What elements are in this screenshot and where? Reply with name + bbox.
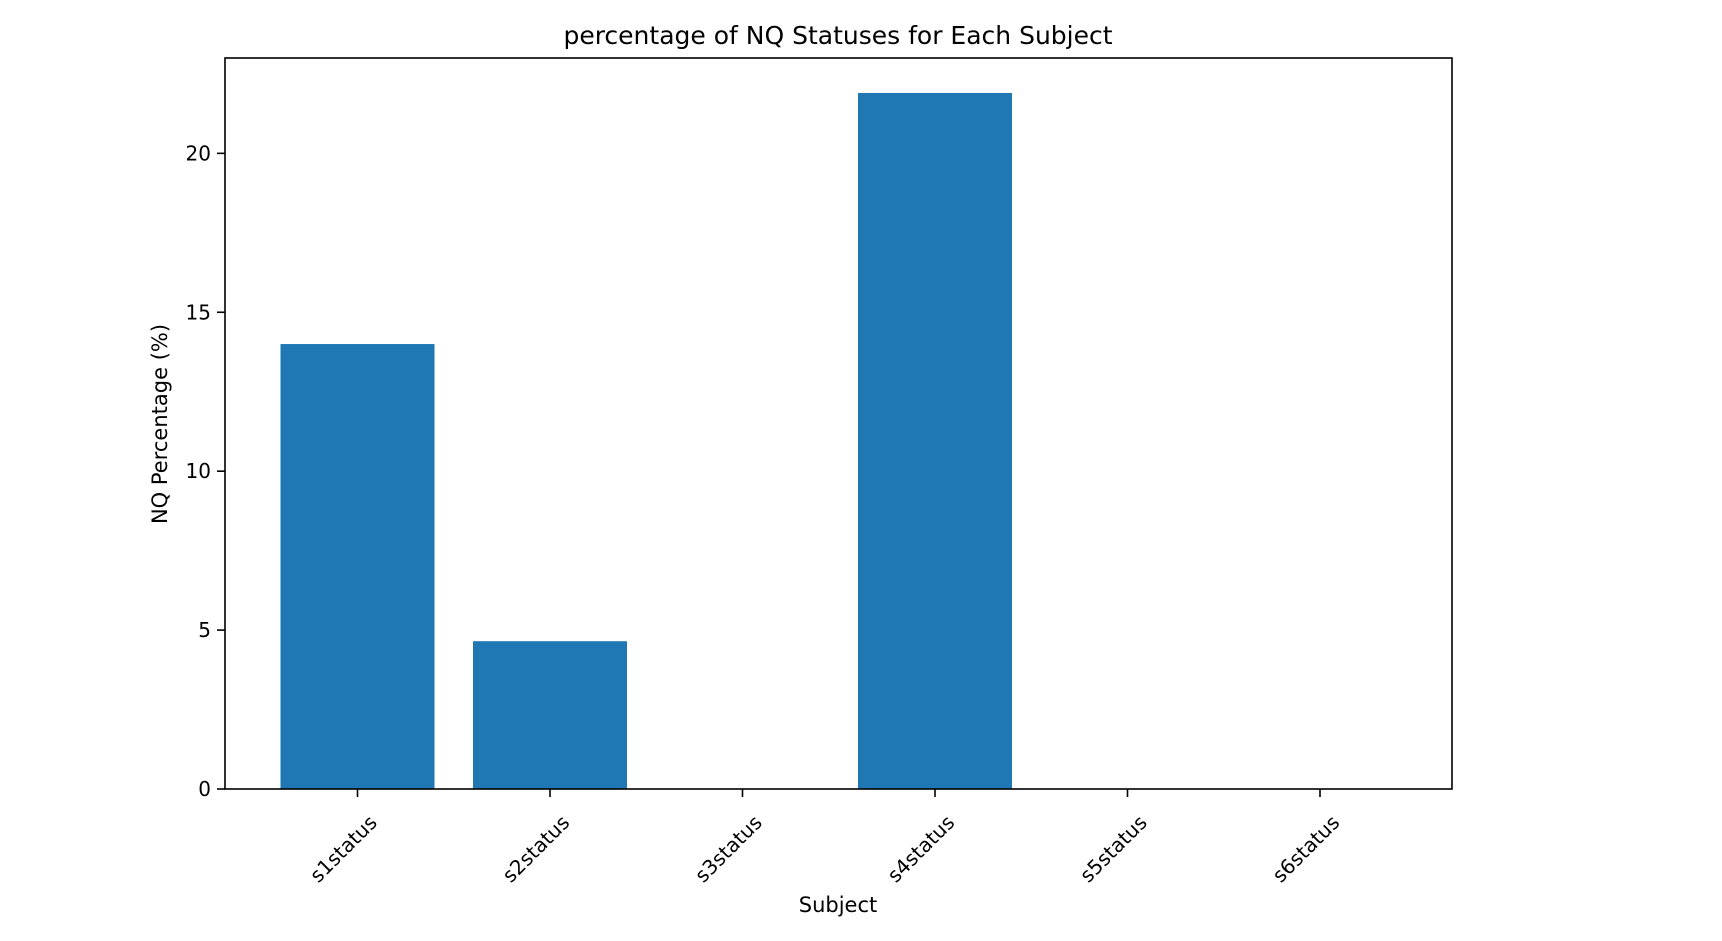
- bars-layer: [280, 92, 1012, 789]
- x-tick-label-s2status: s2status: [497, 810, 574, 887]
- bar-s1status: [280, 344, 435, 789]
- x-tick-label-s5status: s5status: [1075, 810, 1152, 887]
- bar-s2status: [473, 641, 627, 789]
- y-tick-label-10: 10: [186, 459, 211, 483]
- y-tick-label-5: 5: [198, 618, 211, 642]
- y-tick-label-20: 20: [186, 141, 211, 165]
- bar-s4status: [858, 92, 1012, 789]
- y-tick-label-0: 0: [198, 777, 211, 801]
- x-tick-label-s1status: s1status: [305, 810, 382, 887]
- x-tick-label-s4status: s4status: [882, 810, 959, 887]
- y-axis: 0 5 10 15 20: [186, 141, 225, 801]
- x-tick-label-s6status: s6status: [1267, 810, 1344, 887]
- y-axis-label: NQ Percentage (%): [148, 324, 172, 524]
- x-tick-label-s3status: s3status: [690, 810, 767, 887]
- x-axis-label: Subject: [799, 893, 878, 917]
- x-axis: s1status s2status s3status s4status s5status…: [305, 789, 1344, 887]
- plot-frame: [224, 57, 1453, 790]
- y-tick-label-15: 15: [186, 300, 211, 324]
- chart-title: percentage of NQ Statuses for Each Subje…: [563, 21, 1112, 50]
